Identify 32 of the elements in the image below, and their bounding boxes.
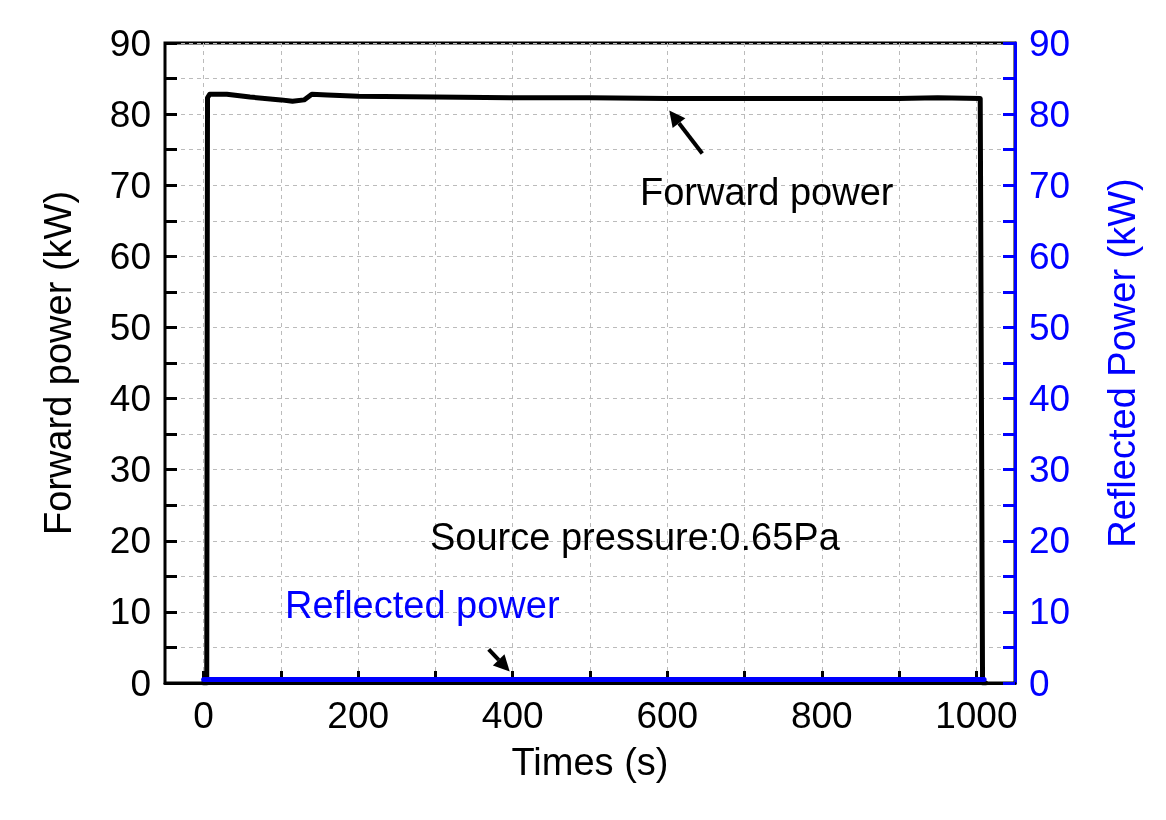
y2-axis-title: Reflected Power (kW) [1101,178,1143,548]
y2-tick-label: 60 [1029,235,1071,277]
annotation: Source pressure:0.65Pa [430,516,841,558]
y-tick-label: 70 [109,164,151,206]
x-tick-label: 800 [790,695,853,736]
y-tick-label: 60 [109,235,151,277]
annotation: Forward power [640,171,894,213]
y-tick-label: 40 [109,378,151,420]
x-tick-label: 0 [193,695,214,736]
x-tick-label: 400 [481,695,544,736]
y-tick-label: 90 [109,22,151,64]
y2-tick-label: 30 [1029,449,1071,491]
y2-tick-label: 80 [1029,93,1071,135]
y2-tick-label: 10 [1029,591,1071,633]
y-tick-label: 0 [130,662,151,704]
y2-tick-label: 70 [1029,164,1071,206]
x-axis-title: Times (s) [511,741,669,783]
y-tick-label: 10 [109,591,151,633]
y-tick-label: 80 [109,93,151,135]
y-tick-label: 20 [109,520,151,562]
y-axis-title: Forward power (kW) [37,190,79,536]
y-tick-label: 50 [109,306,151,348]
annotation: Reflected power [285,584,560,626]
y2-tick-label: 40 [1029,378,1071,420]
y-tick-label: 30 [109,449,151,491]
x-tick-label: 200 [327,695,390,736]
x-tick-label: 1000 [935,695,1018,736]
y2-tick-label: 20 [1029,520,1071,562]
x-tick-label: 600 [636,695,699,736]
y2-tick-label: 90 [1029,22,1071,64]
y2-tick-label: 50 [1029,306,1071,348]
y2-tick-label: 0 [1029,662,1050,704]
